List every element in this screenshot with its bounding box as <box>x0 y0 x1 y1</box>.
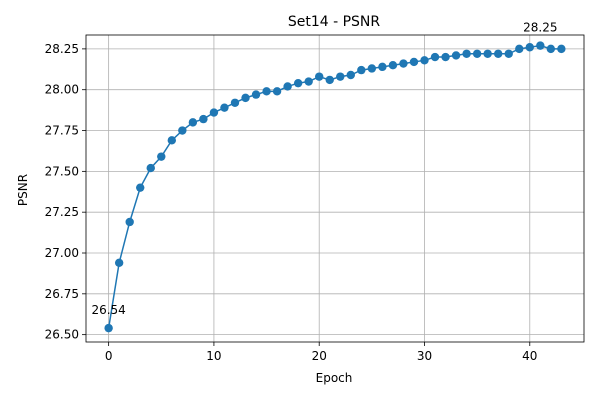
data-point <box>262 87 271 96</box>
data-point <box>451 51 461 60</box>
data-point <box>325 75 334 85</box>
x-tick-label: 0 <box>105 349 113 363</box>
data-point <box>146 163 155 173</box>
y-axis-label: PSNR <box>16 174 30 206</box>
data-point <box>504 49 513 58</box>
data-point <box>546 44 556 54</box>
chart-title: Set14 - PSNR <box>288 14 381 30</box>
data-point <box>493 49 503 58</box>
y-tick-label: 27.00 <box>45 246 79 260</box>
data-point <box>114 258 124 268</box>
data-point <box>441 52 450 62</box>
data-point <box>315 72 324 81</box>
data-point <box>293 78 303 88</box>
x-tick-label: 20 <box>312 349 327 363</box>
data-point <box>188 118 198 127</box>
data-point <box>430 52 440 62</box>
data-point <box>367 64 377 73</box>
data-point <box>283 82 292 91</box>
data-point <box>167 136 177 145</box>
plot-frame <box>85 34 585 343</box>
y-tick-label: 28.25 <box>45 42 79 56</box>
x-axis-label: Epoch <box>316 371 353 385</box>
data-annotation: 26.54 <box>91 303 125 317</box>
y-tick-label: 26.50 <box>45 328 79 342</box>
series-layer <box>104 41 566 333</box>
grid-layer <box>86 35 584 342</box>
data-point <box>346 70 355 80</box>
data-point <box>199 114 208 124</box>
data-point <box>378 62 387 72</box>
data-point <box>336 72 345 81</box>
data-point <box>557 44 566 54</box>
data-point <box>125 217 134 227</box>
data-point <box>483 49 492 58</box>
x-tick-label: 10 <box>206 349 221 363</box>
data-point <box>209 108 219 117</box>
data-point <box>399 59 408 68</box>
data-point <box>536 41 545 50</box>
data-point <box>272 87 282 96</box>
data-point <box>220 103 229 112</box>
data-point <box>357 65 366 75</box>
y-tick-label: 27.50 <box>45 164 79 178</box>
y-tick-label: 28.00 <box>45 83 79 97</box>
annotation-layer: 26.54 28.25 <box>91 21 557 318</box>
x-tick-label: 40 <box>522 349 537 363</box>
data-point <box>241 93 250 103</box>
data-point <box>525 43 534 52</box>
data-point <box>230 98 240 107</box>
y-tick-label: 27.75 <box>45 124 79 138</box>
data-point <box>462 49 471 58</box>
ticks-layer: 0 10 20 30 40 26.50 26.75 27.00 27.25 27.50 27.75 2… <box>45 42 538 363</box>
data-point <box>251 90 261 99</box>
data-point <box>420 56 429 65</box>
data-point <box>178 126 187 135</box>
y-tick-label: 27.25 <box>45 205 79 219</box>
data-point <box>515 44 524 54</box>
x-tick-label: 30 <box>417 349 432 363</box>
data-point <box>104 323 113 333</box>
data-point <box>409 57 419 67</box>
data-point <box>472 49 482 58</box>
data-point <box>388 61 398 70</box>
y-tick-label: 26.75 <box>45 287 79 301</box>
data-point <box>157 152 166 161</box>
data-point <box>136 183 145 192</box>
data-point <box>304 77 313 86</box>
data-annotation: 28.25 <box>523 21 557 35</box>
